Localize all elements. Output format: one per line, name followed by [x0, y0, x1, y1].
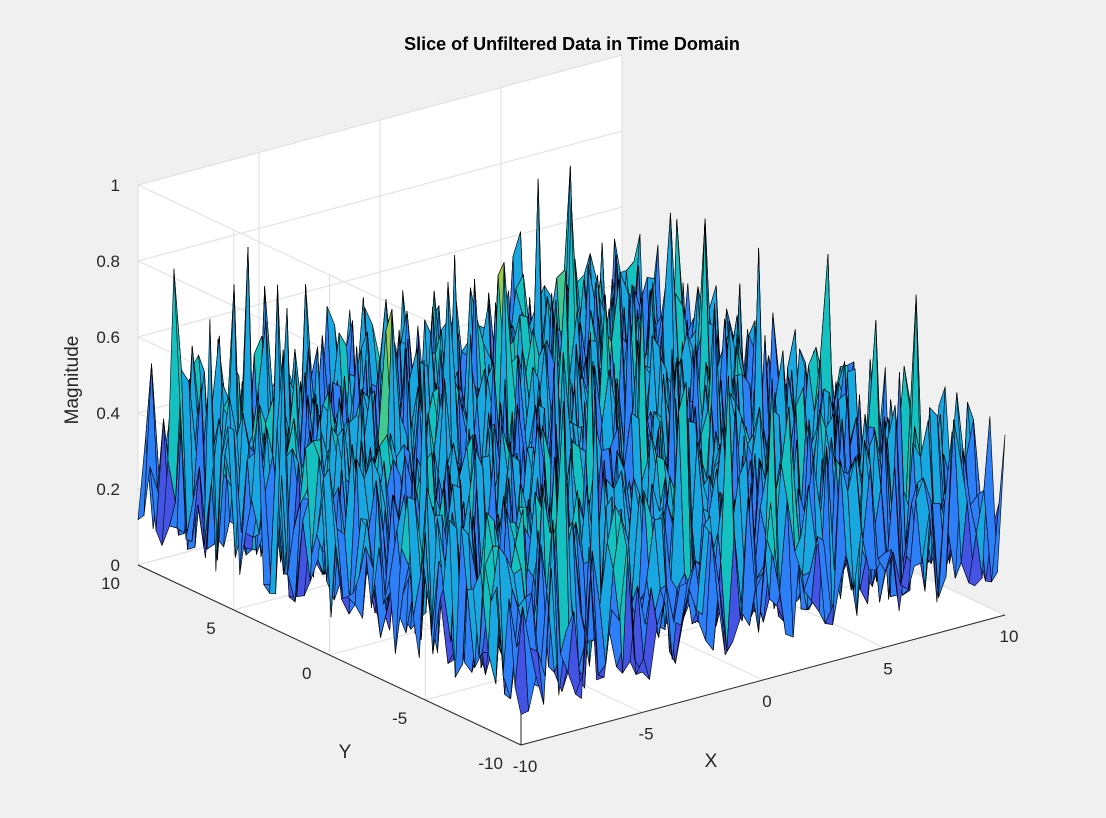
z-tick-label: 0.2: [96, 480, 120, 499]
x-axis-label: X: [705, 751, 718, 772]
surface-face: [991, 434, 1006, 583]
z-tick-label: 0.4: [96, 404, 120, 423]
y-tick-label: -5: [392, 709, 407, 728]
y-tick-label: 10: [101, 574, 120, 593]
z-tick-label: 0.6: [96, 328, 120, 347]
y-tick-label: 5: [206, 619, 215, 638]
z-axis-label: Magnitude: [62, 336, 83, 425]
x-tick-label: 5: [883, 660, 892, 679]
y-axis-label: Y: [339, 742, 352, 763]
axis-line: [137, 564, 522, 746]
z-tick-label: 1: [111, 176, 120, 195]
axis-line: [520, 614, 1006, 746]
x-tick-label: 10: [1000, 627, 1019, 646]
z-tick-label: 0.8: [96, 252, 120, 271]
chart-title: Slice of Unfiltered Data in Time Domain: [404, 34, 740, 54]
x-tick-label: -5: [638, 725, 653, 744]
z-tick-label: 0: [111, 556, 120, 575]
x-tick-label: 0: [762, 692, 771, 711]
y-tick-label: 0: [302, 664, 311, 683]
surface-mesh: [137, 165, 1006, 715]
y-tick-label: -10: [478, 754, 503, 773]
x-tick-label: -10: [513, 757, 538, 776]
gridline: [136, 54, 623, 366]
